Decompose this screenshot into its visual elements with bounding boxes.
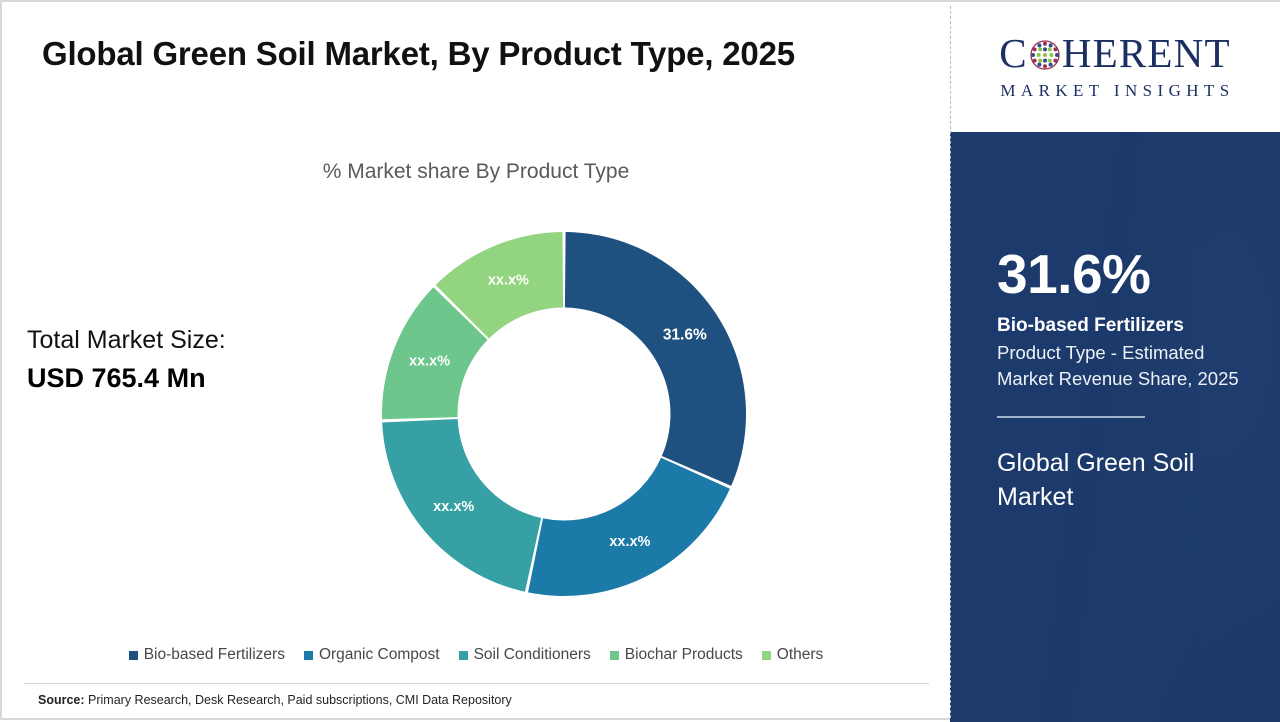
total-market-size-label: Total Market Size: [27, 326, 226, 354]
legend-swatch-icon [761, 650, 771, 660]
legend-swatch-icon [303, 650, 313, 660]
donut-slice-label: xx.x% [609, 534, 650, 550]
legend-swatch-icon [609, 650, 619, 660]
legend-swatch-icon [458, 650, 468, 660]
chart-legend: Bio-based Fertilizers Organic Compost Soil… [2, 646, 950, 664]
highlight-segment-name: Bio-based Fertilizers [997, 315, 1184, 336]
highlight-divider [997, 416, 1145, 418]
panel-divider [950, 6, 951, 718]
source-text: Primary Research, Desk Research, Paid su… [84, 693, 512, 707]
logo-wordmark: C [999, 33, 1230, 74]
page-title: Global Green Soil Market, By Product Typ… [42, 35, 795, 72]
legend-item[interactable]: Biochar Products [609, 646, 743, 664]
donut-slice-label: xx.x% [433, 499, 474, 515]
globe-icon [1030, 39, 1060, 70]
source-divider [24, 683, 929, 684]
highlight-description: Product Type - Estimated Market Revenue … [997, 341, 1239, 390]
legend-swatch-icon [128, 650, 138, 660]
chart-subtitle: % Market share By Product Type [322, 160, 630, 183]
donut-slice-group [382, 232, 746, 596]
donut-slice[interactable] [382, 287, 488, 420]
legend-label: Biochar Products [624, 646, 743, 663]
highlight-stat-content: 31.6% Bio-based Fertilizers Product Type… [997, 247, 1245, 514]
source-label: Source: [38, 693, 85, 707]
highlight-market-name: Global Green Soil Market [997, 448, 1195, 511]
legend-item[interactable]: Soil Conditioners [458, 646, 591, 664]
source-note: Source: Primary Research, Desk Research,… [38, 693, 512, 707]
logo-letter-c: C [999, 30, 1028, 76]
donut-chart-svg: 31.6% xx.x% xx.x% xx.x% xx.x% [382, 232, 746, 596]
legend-item[interactable]: Organic Compost [303, 646, 440, 664]
highlight-stat-panel: 31.6% Bio-based Fertilizers Product Type… [950, 132, 1280, 722]
donut-slice[interactable] [528, 457, 730, 596]
highlight-percent-value: 31.6% [997, 243, 1151, 305]
donut-slice-label: xx.x% [409, 354, 450, 370]
donut-slice-label: 31.6% [663, 326, 707, 343]
total-market-size-value: USD 765.4 Mn [27, 362, 206, 393]
legend-item[interactable]: Others [761, 646, 824, 664]
company-logo: C [950, 2, 1280, 132]
donut-slice-label: xx.x% [488, 273, 529, 289]
legend-label: Bio-based Fertilizers [143, 646, 285, 663]
chart-panel: Global Green Soil Market, By Product Typ… [2, 2, 950, 722]
total-market-size-block: Total Market Size: USD 765.4 Mn [27, 324, 327, 396]
legend-item[interactable]: Bio-based Fertilizers [128, 646, 285, 664]
donut-chart: 31.6% xx.x% xx.x% xx.x% xx.x% [380, 228, 748, 600]
logo-word-herent: HERENT [1061, 30, 1231, 76]
legend-label: Organic Compost [318, 646, 440, 663]
brand-panel: C [950, 2, 1280, 722]
legend-label: Others [776, 646, 824, 663]
donut-label-group: 31.6% xx.x% xx.x% xx.x% xx.x% [409, 273, 707, 550]
donut-slice[interactable] [382, 418, 542, 592]
logo-tagline: MARKET INSIGHTS [1000, 81, 1235, 100]
donut-slice[interactable] [435, 232, 564, 339]
legend-label: Soil Conditioners [473, 646, 591, 663]
donut-slice[interactable] [564, 232, 746, 486]
